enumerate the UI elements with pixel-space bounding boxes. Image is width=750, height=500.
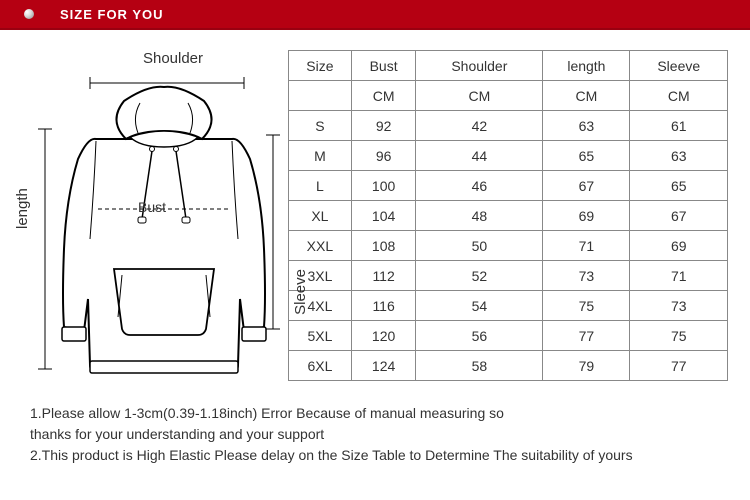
table-cell: 50 — [416, 231, 543, 261]
table-cell: XXL — [289, 231, 352, 261]
table-cell: 65 — [630, 171, 728, 201]
table-cell: 71 — [630, 261, 728, 291]
table-row: XXL108507169 — [289, 231, 728, 261]
table-row: S92426361 — [289, 111, 728, 141]
col-shoulder: Shoulder — [416, 51, 543, 81]
table-column: Size Bust Shoulder length Sleeve CM CM C… — [288, 50, 750, 389]
table-cell: 63 — [543, 111, 630, 141]
table-cell: 108 — [351, 231, 416, 261]
table-cell: 100 — [351, 171, 416, 201]
table-cell: S — [289, 111, 352, 141]
table-cell: 46 — [416, 171, 543, 201]
unit-size — [289, 81, 352, 111]
table-cell: 65 — [543, 141, 630, 171]
footnote-line-1: 1.Please allow 1-3cm(0.39-1.18inch) Erro… — [30, 403, 750, 424]
diagram-column: Shoulder length Sleeve Bust — [18, 50, 288, 389]
footnote-line-2: thanks for your understanding and your s… — [30, 424, 750, 445]
main-content: Shoulder length Sleeve Bust — [0, 30, 750, 389]
table-unit-row: CM CM CM CM — [289, 81, 728, 111]
hoodie-diagram: length Sleeve Bust — [18, 69, 288, 389]
banner-title: SIZE FOR YOU — [60, 7, 164, 22]
col-bust: Bust — [351, 51, 416, 81]
table-cell: 124 — [351, 351, 416, 381]
unit-sleeve: CM — [630, 81, 728, 111]
table-cell: 116 — [351, 291, 416, 321]
col-size: Size — [289, 51, 352, 81]
table-cell: 56 — [416, 321, 543, 351]
table-cell: 75 — [630, 321, 728, 351]
table-row: M96446563 — [289, 141, 728, 171]
table-cell: 71 — [543, 231, 630, 261]
table-cell: 58 — [416, 351, 543, 381]
banner-decor-dot — [24, 9, 34, 19]
table-cell: 104 — [351, 201, 416, 231]
bust-label: Bust — [138, 199, 166, 215]
col-sleeve: Sleeve — [630, 51, 728, 81]
table-cell: 96 — [351, 141, 416, 171]
table-cell: M — [289, 141, 352, 171]
shoulder-label: Shoulder — [58, 50, 288, 67]
table-row: XL104486967 — [289, 201, 728, 231]
table-row: L100466765 — [289, 171, 728, 201]
table-cell: 73 — [630, 291, 728, 321]
table-cell: 112 — [351, 261, 416, 291]
table-cell: 54 — [416, 291, 543, 321]
col-length: length — [543, 51, 630, 81]
table-cell: 79 — [543, 351, 630, 381]
table-row: 4XL116547573 — [289, 291, 728, 321]
table-cell: L — [289, 171, 352, 201]
unit-shoulder: CM — [416, 81, 543, 111]
table-cell: 44 — [416, 141, 543, 171]
table-cell: 42 — [416, 111, 543, 141]
table-cell: XL — [289, 201, 352, 231]
table-cell: 5XL — [289, 321, 352, 351]
table-cell: 48 — [416, 201, 543, 231]
table-cell: 63 — [630, 141, 728, 171]
banner: SIZE FOR YOU — [0, 0, 750, 30]
table-cell: 52 — [416, 261, 543, 291]
table-cell: 73 — [543, 261, 630, 291]
table-cell: 77 — [543, 321, 630, 351]
unit-bust: CM — [351, 81, 416, 111]
table-header-row: Size Bust Shoulder length Sleeve — [289, 51, 728, 81]
sleeve-label: Sleeve — [292, 269, 309, 315]
table-cell: 67 — [630, 201, 728, 231]
table-cell: 75 — [543, 291, 630, 321]
size-table: Size Bust Shoulder length Sleeve CM CM C… — [288, 50, 728, 381]
table-row: 3XL112527371 — [289, 261, 728, 291]
table-cell: 92 — [351, 111, 416, 141]
footnotes: 1.Please allow 1-3cm(0.39-1.18inch) Erro… — [0, 389, 750, 466]
table-cell: 6XL — [289, 351, 352, 381]
table-cell: 67 — [543, 171, 630, 201]
unit-length: CM — [543, 81, 630, 111]
table-cell: 61 — [630, 111, 728, 141]
table-cell: 69 — [543, 201, 630, 231]
table-row: 6XL124587977 — [289, 351, 728, 381]
table-cell: 69 — [630, 231, 728, 261]
table-cell: 120 — [351, 321, 416, 351]
table-body: S92426361M96446563L100466765XL104486967X… — [289, 111, 728, 381]
table-cell: 77 — [630, 351, 728, 381]
footnote-line-3: 2.This product is High Elastic Please de… — [30, 445, 750, 466]
hoodie-svg — [18, 69, 288, 389]
length-label: length — [14, 188, 31, 229]
table-row: 5XL120567775 — [289, 321, 728, 351]
